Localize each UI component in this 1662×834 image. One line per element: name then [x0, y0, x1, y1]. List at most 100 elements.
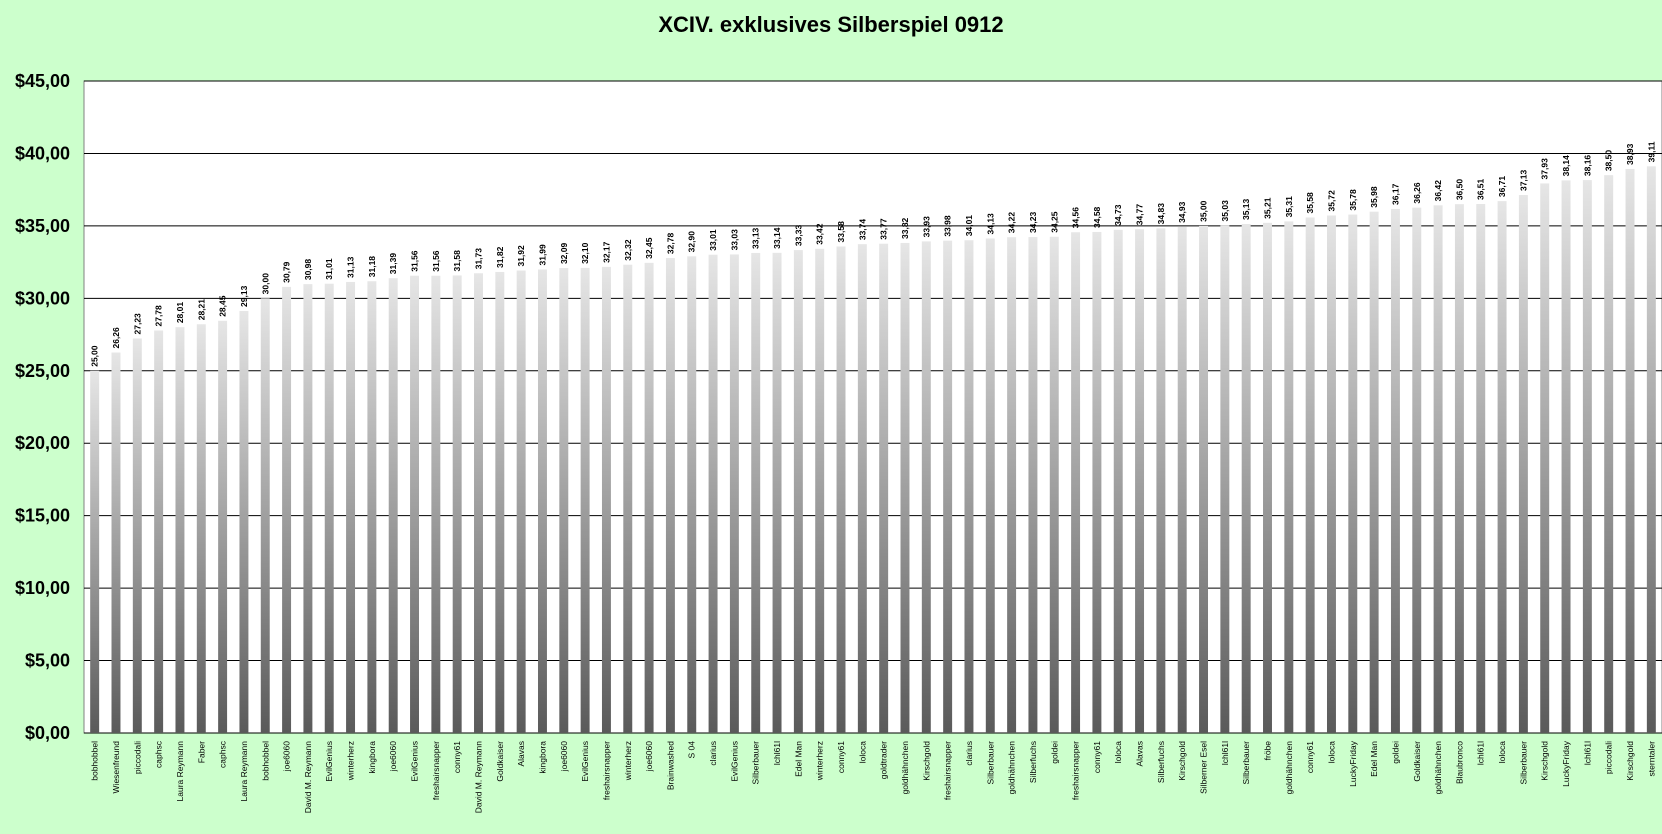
- bar: [559, 268, 569, 733]
- x-tick-label: goldhähnchen: [1284, 741, 1294, 795]
- x-tick-label: Laura Reymann: [175, 741, 185, 802]
- data-label: 36,71: [1497, 176, 1507, 198]
- bar: [1646, 166, 1656, 734]
- x-tick-label: piccodali: [132, 741, 142, 774]
- x-tick-label: Laura Reymann: [239, 741, 249, 802]
- data-label: 32,45: [644, 237, 654, 259]
- data-label: 38,16: [1582, 155, 1592, 177]
- x-tick-label: clarius: [964, 741, 974, 766]
- bar: [1199, 225, 1209, 733]
- y-tick-label: $10,00: [15, 578, 70, 598]
- bar: [260, 298, 270, 733]
- x-tick-label: Silberner Esel: [1199, 741, 1209, 794]
- data-label: 31,58: [452, 250, 462, 272]
- x-tick-label: Kirschgold: [1540, 741, 1550, 781]
- bar: [282, 286, 292, 733]
- x-tick-label: Silberbauer: [985, 741, 995, 785]
- bar: [1454, 204, 1464, 734]
- x-tick-label: winterherz: [623, 741, 633, 781]
- data-label: 33,77: [879, 218, 889, 240]
- bar: [665, 258, 675, 733]
- data-label: 28,45: [218, 295, 228, 317]
- x-tick-label: Goldkaiser: [1412, 741, 1422, 782]
- x-tick-label: Silberfuchs: [1028, 741, 1038, 783]
- x-tick-label: bobhobbel: [260, 741, 270, 781]
- x-tick-label: S 04: [687, 741, 697, 759]
- x-tick-label: loloca: [1326, 741, 1336, 763]
- data-label: 39,11: [1646, 141, 1656, 162]
- data-label: 34,22: [1007, 212, 1017, 234]
- x-tick-label: EvilGenius: [410, 741, 420, 782]
- data-label: 35,00: [1199, 200, 1209, 222]
- bar: [1497, 201, 1507, 733]
- data-label: 33,03: [729, 229, 739, 251]
- bar: [516, 270, 526, 733]
- bar: [175, 327, 185, 733]
- data-label: 35,21: [1263, 197, 1273, 219]
- x-tick-label: goldei: [1049, 741, 1059, 764]
- chart-title: XCIV. exklusives Silberspiel 0912: [658, 12, 1003, 37]
- data-label: 28,21: [196, 299, 206, 321]
- x-tick-label: Goldkaiser: [495, 741, 505, 782]
- bar: [1433, 205, 1443, 733]
- data-label: 33,14: [772, 227, 782, 249]
- bar: [815, 248, 825, 734]
- x-tick-label: goldtrader: [879, 741, 889, 779]
- x-tick-label: fröbe: [1263, 741, 1273, 761]
- x-tick-label: Blaubronco: [1454, 741, 1464, 784]
- bar: [410, 275, 420, 733]
- x-tick-label: conny61: [452, 741, 462, 773]
- y-tick-label: $0,00: [25, 723, 70, 743]
- x-tick-label: lchl61l: [1220, 741, 1230, 765]
- x-tick-label: Silberbauer: [751, 741, 761, 785]
- bar: [1241, 224, 1251, 733]
- bar: [1156, 228, 1166, 734]
- bar: [474, 273, 483, 733]
- bar: [90, 370, 100, 733]
- bar: [793, 250, 803, 733]
- x-tick-label: Kirschgold: [1177, 741, 1187, 781]
- x-tick-label: bobhobbel: [90, 741, 100, 781]
- data-label: 31,13: [346, 256, 356, 278]
- data-label: 31,99: [537, 244, 547, 266]
- x-tick-label: winterherz: [346, 741, 356, 781]
- data-label: 34,83: [1156, 203, 1166, 225]
- data-label: 28,01: [175, 302, 185, 324]
- x-tick-label: Faber: [196, 741, 206, 763]
- data-label: 33,42: [815, 223, 825, 245]
- data-label: 33,98: [943, 215, 953, 237]
- data-label: 31,39: [388, 253, 398, 275]
- data-label: 37,93: [1540, 158, 1550, 180]
- bar: [644, 262, 654, 733]
- x-tick-label: EvilGenius: [729, 741, 739, 782]
- x-tick-label: caphsc: [154, 740, 164, 768]
- bar: [1390, 208, 1400, 733]
- x-tick-label: conny61: [1092, 741, 1102, 773]
- y-tick-label: $30,00: [15, 288, 70, 308]
- x-tick-label: lchl61l: [772, 741, 782, 765]
- bar: [537, 269, 547, 733]
- x-tick-label: Silberfuchs: [1156, 741, 1166, 783]
- bar: [1561, 180, 1571, 733]
- data-label: 36,42: [1433, 180, 1443, 202]
- data-label: 34,73: [1113, 204, 1123, 226]
- bar: [964, 240, 974, 733]
- y-tick-label: $5,00: [25, 651, 70, 671]
- x-tick-label: joe6060: [388, 741, 398, 773]
- x-tick-label: joe6060: [559, 741, 569, 773]
- y-tick-label: $20,00: [15, 433, 70, 453]
- x-tick-label: lchl61l: [1476, 741, 1486, 765]
- y-tick-label: $25,00: [15, 361, 70, 381]
- bar: [751, 252, 761, 734]
- x-tick-label: LuckyFriday: [1348, 740, 1358, 787]
- bar: [495, 271, 505, 733]
- bar: [601, 266, 611, 733]
- x-tick-label: loloca: [1497, 741, 1507, 763]
- x-tick-label: winterherz: [815, 741, 825, 781]
- bar: [1326, 215, 1336, 733]
- y-tick-label: $45,00: [15, 71, 70, 91]
- x-tick-label: sterntaler: [1646, 741, 1656, 777]
- bar: [879, 243, 889, 734]
- data-label: 25,00: [90, 345, 100, 367]
